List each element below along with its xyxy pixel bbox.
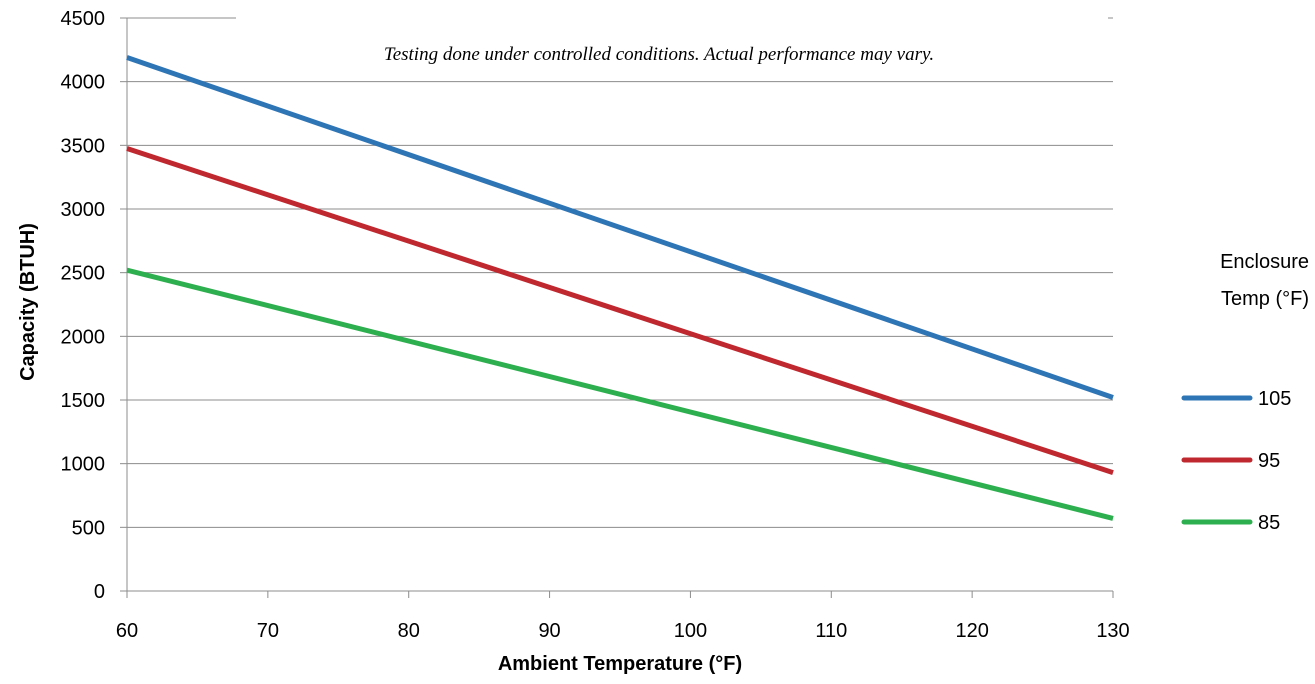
annotation-background	[236, 10, 1108, 70]
series-line-85	[126, 267, 1114, 521]
y-tick-label: 2500	[61, 263, 106, 285]
y-tick-label: 4500	[61, 8, 106, 30]
legend-label-85: 85	[1258, 512, 1280, 534]
legend-label-105: 105	[1258, 388, 1291, 410]
series-lines	[126, 55, 1114, 521]
annotation-area: Testing done under controlled conditions…	[236, 10, 1108, 70]
x-tick-label: 70	[257, 620, 279, 642]
axes	[120, 17, 1114, 598]
y-tick-label: 500	[72, 517, 105, 539]
x-tick-label: 90	[538, 620, 560, 642]
legend-label-95: 95	[1258, 450, 1280, 472]
legend-title-line2: Temp (°F)	[1221, 288, 1309, 310]
x-tick-label: 120	[955, 620, 988, 642]
y-tick-label: 1000	[61, 454, 106, 476]
x-axis-title: Ambient Temperature (°F)	[498, 653, 742, 675]
x-tick-label: 60	[116, 620, 138, 642]
y-axis-title: Capacity (BTUH)	[17, 223, 39, 381]
x-tick-label: 130	[1096, 620, 1129, 642]
x-tick-label: 110	[815, 620, 847, 642]
series-line-95	[126, 146, 1114, 475]
y-tick-label: 0	[94, 581, 105, 603]
x-tick-label: 100	[674, 620, 707, 642]
annotation-text: Testing done under controlled conditions…	[384, 44, 934, 65]
x-tick-label: 80	[398, 620, 420, 642]
legend-title-line1: Enclosure	[1220, 251, 1309, 273]
y-tick-label: 4000	[61, 72, 106, 94]
gridlines	[127, 17, 1113, 528]
series-line-105	[126, 55, 1114, 400]
y-tick-label: 3000	[61, 199, 106, 221]
y-tick-label: 1500	[61, 390, 106, 412]
tick-labels: 0 500 1000 1500 2000 2500 3000 3500 4000 4500 60 70…	[61, 8, 1130, 642]
y-tick-label: 3500	[61, 135, 106, 157]
legend: Enclosure Temp (°F) 105 95 85	[1181, 251, 1309, 534]
y-tick-label: 2000	[61, 326, 106, 348]
